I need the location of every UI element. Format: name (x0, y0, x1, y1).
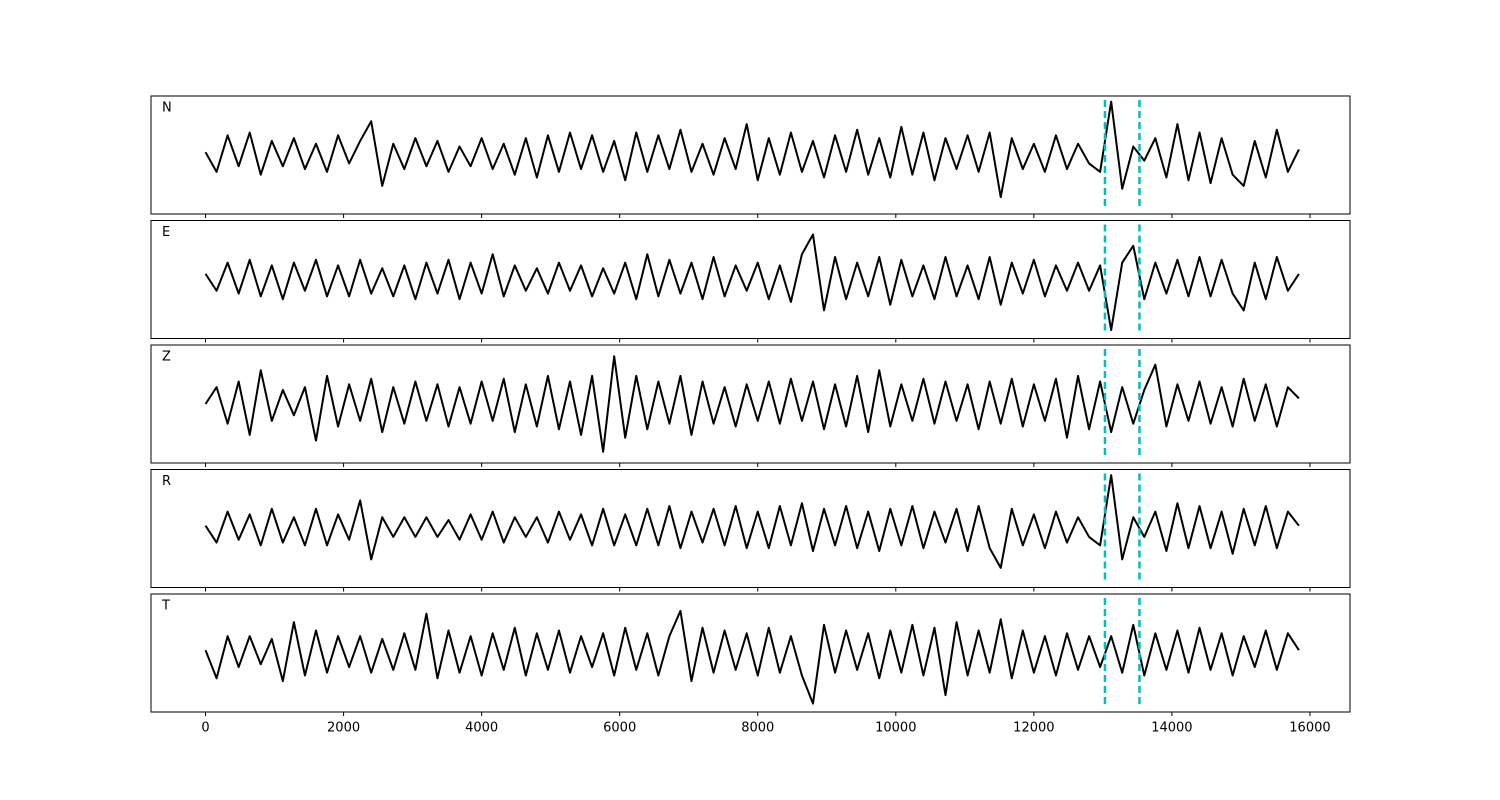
panel-frame (150, 95, 1351, 215)
panel-label: E (162, 225, 170, 240)
x-tick-label: 16000 (1289, 721, 1330, 736)
panel-label: R (162, 474, 171, 489)
panel-frame (150, 593, 1351, 713)
panel-label: N (162, 101, 172, 116)
panel-frame (150, 220, 1351, 339)
x-tick-label: 10000 (875, 721, 916, 736)
panel-label: Z (162, 350, 171, 365)
x-tick-label: 8000 (741, 721, 774, 736)
waveform (204, 609, 1300, 705)
x-tick-label: 6000 (603, 721, 636, 736)
x-tick-label: 0 (201, 721, 209, 736)
waveform (204, 474, 1300, 569)
x-tick-label: 4000 (465, 721, 498, 736)
waveform (204, 355, 1300, 453)
panel-label: T (161, 599, 170, 614)
x-tick-label: 14000 (1151, 721, 1192, 736)
panel-frame (150, 469, 1351, 588)
waveform (204, 100, 1300, 199)
x-tick-label: 2000 (327, 721, 360, 736)
panel-frame (150, 344, 1351, 464)
waveform (204, 233, 1300, 332)
x-tick-label: 12000 (1013, 721, 1054, 736)
